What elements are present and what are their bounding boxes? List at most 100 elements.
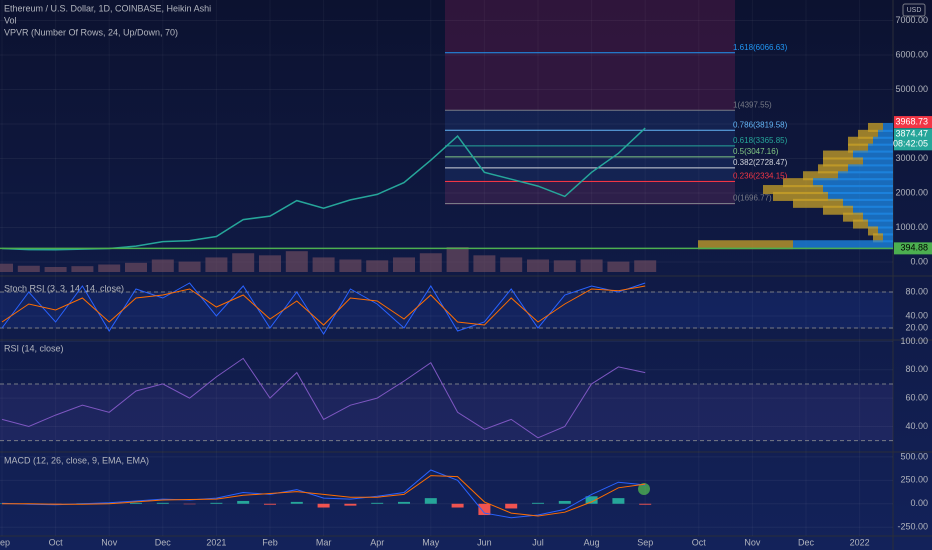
- y-tick-label: 20.00: [905, 322, 928, 332]
- x-tick-label: Dec: [155, 537, 172, 547]
- fib-label: 0.618(3365.85): [733, 136, 788, 145]
- price-tag-label: 3874.47: [895, 129, 928, 139]
- chart-title: Ethereum / U.S. Dollar, 1D, COINBASE, He…: [4, 3, 211, 13]
- countdown: 08:42:05: [893, 139, 928, 149]
- price-tag: [894, 116, 932, 129]
- histogram-bar: [237, 500, 250, 504]
- profile-up: [813, 178, 893, 188]
- y-tick-label: 80.00: [905, 364, 928, 374]
- profile-down: [868, 122, 883, 132]
- histogram-bar: [585, 496, 598, 504]
- series-line: [1, 282, 646, 335]
- x-tick-label: Nov: [744, 537, 761, 547]
- fib-label: 1.618(6066.63): [733, 43, 788, 52]
- volume-bar: [500, 257, 523, 272]
- volume-bar: [419, 253, 442, 272]
- pane-title: RSI (14, close): [4, 343, 64, 353]
- histogram-bar: [558, 500, 571, 504]
- y-tick-label: 0.00: [910, 498, 928, 508]
- series-line: [2, 475, 646, 517]
- price-tag-label: 3968.73: [895, 116, 928, 126]
- price-tag-label: 394.88: [900, 243, 928, 253]
- currency-box: [902, 3, 926, 17]
- volume-bar: [446, 247, 469, 272]
- volume-bar: [607, 261, 630, 272]
- profile-up: [838, 171, 893, 181]
- profile-up: [878, 129, 893, 139]
- histogram-bar: [398, 501, 410, 504]
- x-tick-label: May: [422, 537, 440, 547]
- histogram-bar: [344, 503, 357, 506]
- profile-down: [793, 198, 843, 208]
- y-tick-label: 3000.00: [895, 153, 928, 163]
- volume-bar: [285, 251, 308, 272]
- x-tick-label: Sep: [637, 537, 653, 547]
- y-tick-label: 5000.00: [895, 84, 928, 94]
- profile-up: [843, 198, 893, 208]
- series-line: [1, 285, 646, 326]
- profile-down: [823, 157, 863, 167]
- profile-up: [853, 150, 893, 160]
- band-fill: [0, 383, 893, 441]
- fib-label: 0.786(3819.58): [733, 120, 788, 129]
- volume-bar: [205, 257, 228, 272]
- x-tick-label: Oct: [49, 537, 64, 547]
- x-tick-label: Apr: [370, 537, 384, 547]
- y-tick-label: 2000.00: [895, 187, 928, 197]
- volume-bar: [125, 262, 147, 272]
- y-tick-label: 250.00: [900, 475, 928, 485]
- histogram-bar: [130, 502, 142, 504]
- profile-up: [873, 136, 893, 146]
- profile-down: [873, 233, 883, 243]
- histogram-bar: [424, 498, 437, 504]
- series-line: [1, 357, 646, 439]
- profile-down: [848, 143, 868, 153]
- volume-bar: [634, 260, 657, 272]
- histogram-bar: [264, 503, 276, 505]
- profile-down: [773, 191, 828, 201]
- profile-up: [883, 233, 893, 243]
- subtitle: Vol: [4, 15, 17, 25]
- profile-down: [783, 178, 813, 188]
- volume-bar: [553, 260, 576, 272]
- volume-bar: [527, 259, 549, 272]
- price-tag: [894, 128, 932, 151]
- fib-label: 0.5(3047.16): [733, 147, 779, 156]
- profile-down: [823, 205, 853, 215]
- x-tick-label: Oct: [692, 537, 707, 547]
- x-tick-label: Feb: [262, 537, 278, 547]
- profile-down: [858, 129, 878, 139]
- profile-down: [818, 164, 848, 174]
- y-tick-label: 80.00: [905, 286, 928, 296]
- volume-bar: [17, 265, 40, 272]
- profile-down: [803, 171, 838, 181]
- profile-up: [868, 143, 893, 153]
- y-tick-label: 40.00: [905, 421, 928, 431]
- fib-label: 0.236(2334.15): [733, 172, 788, 181]
- histogram-bar: [317, 503, 330, 508]
- profile-up: [868, 219, 893, 229]
- y-tick-label: 100.00: [900, 336, 928, 346]
- y-tick-label: 500.00: [900, 451, 928, 461]
- x-tick-label: Jun: [477, 537, 492, 547]
- y-tick-label: 0.00: [910, 256, 928, 266]
- x-tick-label: Mar: [316, 537, 332, 547]
- x-tick-label: 2022: [850, 537, 870, 547]
- profile-up: [863, 157, 893, 167]
- fib-label: 1(4397.55): [733, 100, 772, 109]
- profile-down: [823, 150, 853, 160]
- histogram-bar: [371, 502, 384, 504]
- volume-bar: [366, 260, 389, 272]
- volume-bar: [0, 263, 13, 272]
- x-tick-label: Jul: [532, 537, 544, 547]
- histogram-bar: [478, 503, 491, 516]
- histogram-bar: [156, 502, 169, 504]
- x-tick-label: Aug: [584, 537, 600, 547]
- y-tick-label: -250.00: [897, 522, 928, 532]
- histogram-bar: [210, 502, 223, 504]
- series-line: [1, 469, 646, 519]
- profile-down: [848, 136, 873, 146]
- fib-label: 0.382(2728.47): [733, 158, 788, 167]
- subtitle: VPVR (Number Of Rows, 24, Up/Down, 70): [4, 27, 178, 37]
- profile-up: [863, 212, 893, 222]
